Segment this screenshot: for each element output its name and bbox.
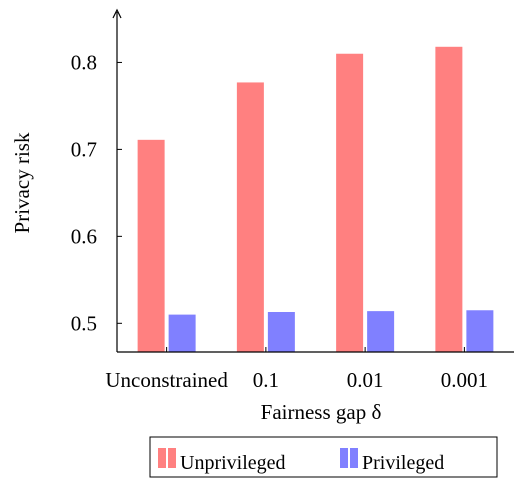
x-tick-label: 0.01 — [347, 368, 384, 392]
bar-privileged-1 — [267, 312, 295, 352]
bar-unprivileged-3 — [435, 46, 463, 353]
bar-privileged-2 — [367, 311, 395, 352]
legend-swatch-unprivileged — [158, 448, 166, 468]
legend-label-privileged: Privileged — [362, 452, 444, 474]
y-axis-label: Privacy risk — [10, 132, 34, 233]
bar-unprivileged-0 — [137, 139, 165, 352]
x-ticks: Unconstrained 0.1 0.01 0.001 — [105, 347, 488, 392]
bars-layer — [137, 46, 494, 353]
x-axis-label: Fairness gap δ — [261, 400, 382, 424]
legend-box — [149, 436, 498, 478]
legend-swatch-unprivileged — [168, 448, 176, 468]
legend-swatch-privileged — [350, 448, 358, 468]
bar-privileged-3 — [466, 310, 494, 352]
x-tick-label: 0.001 — [441, 368, 488, 392]
bar-privileged-0 — [168, 314, 196, 352]
axes — [112, 8, 514, 353]
legend: Unprivileged Privileged — [149, 436, 498, 478]
y-tick-label: 0.8 — [71, 50, 97, 74]
x-tick-label: 0.1 — [253, 368, 279, 392]
y-ticks: 0.5 0.6 0.7 0.8 — [71, 50, 122, 335]
y-tick-label: 0.5 — [71, 311, 97, 335]
y-axis-arrow — [112, 8, 122, 19]
legend-swatch-privileged — [340, 448, 348, 468]
bar-unprivileged-2 — [336, 53, 364, 352]
legend-label-unprivileged: Unprivileged — [180, 452, 286, 474]
bar-unprivileged-1 — [236, 82, 264, 352]
y-tick-label: 0.6 — [71, 224, 97, 248]
x-tick-label: Unconstrained — [105, 368, 228, 392]
y-tick-label: 0.7 — [71, 137, 97, 161]
